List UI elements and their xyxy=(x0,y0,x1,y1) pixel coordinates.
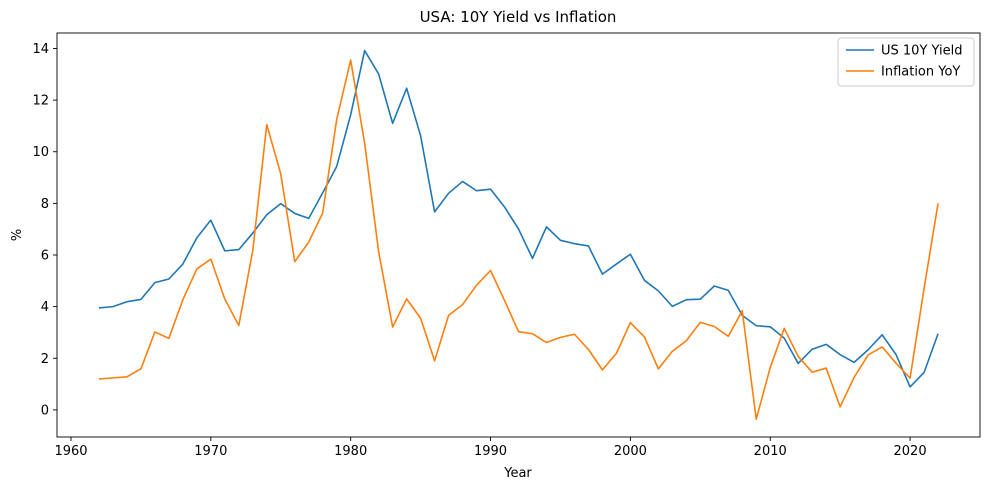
series-layer xyxy=(98,49,939,420)
legend-label: US 10Y Yield xyxy=(881,44,962,59)
x-axis-label: Year xyxy=(503,466,532,481)
plot-area xyxy=(56,32,981,438)
y-tick-label: 2 xyxy=(41,352,49,367)
series-line-us-10y-yield xyxy=(98,49,939,388)
y-axis-label: % xyxy=(10,229,25,241)
x-tick-label: 1980 xyxy=(334,444,367,459)
x-tick-label: 2010 xyxy=(754,444,787,459)
x-tick-label: 1970 xyxy=(194,444,227,459)
y-tick-label: 10 xyxy=(32,145,49,160)
y-tick-label: 14 xyxy=(32,42,49,57)
x-tick-label: 1960 xyxy=(54,444,87,459)
x-tick-label: 2000 xyxy=(614,444,647,459)
plot-frame xyxy=(56,32,981,438)
y-tick-label: 0 xyxy=(41,403,49,418)
legend: US 10Y Yield Inflation YoY xyxy=(837,37,975,87)
y-tick-label: 4 xyxy=(41,300,49,315)
y-tick-label: 12 xyxy=(32,94,49,109)
x-axis: 1960 1970 1980 1990 2000 2010 2020 xyxy=(54,437,927,459)
x-tick-label: 1990 xyxy=(474,444,507,459)
y-axis: 0 2 4 6 8 10 12 14 xyxy=(32,42,57,418)
y-tick-label: 6 xyxy=(41,249,49,264)
legend-label: Inflation YoY xyxy=(881,65,960,80)
chart-title: USA: 10Y Yield vs Inflation xyxy=(420,8,617,26)
series-line-inflation-yoy xyxy=(98,59,939,420)
y-tick-label: 8 xyxy=(41,197,49,212)
x-tick-label: 2020 xyxy=(894,444,927,459)
